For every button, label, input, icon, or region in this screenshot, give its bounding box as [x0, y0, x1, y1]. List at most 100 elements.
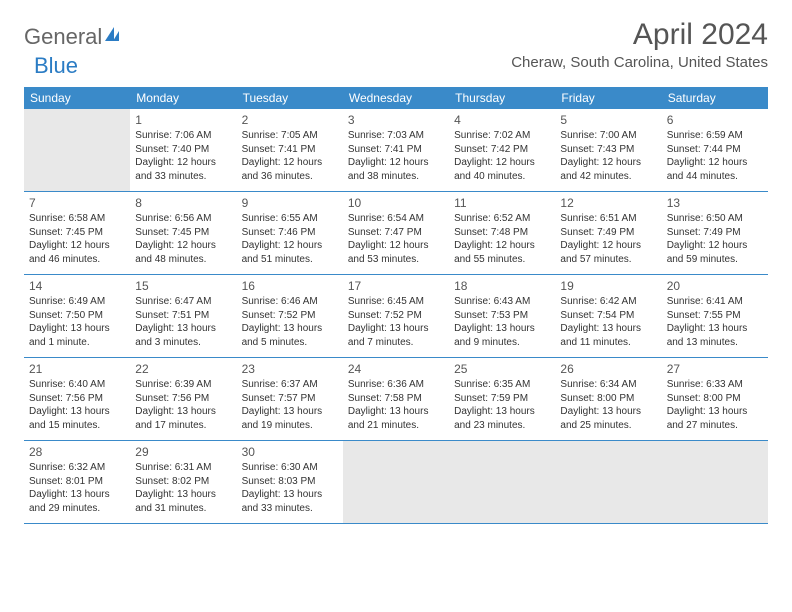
sunset-text: Sunset: 7:58 PM [348, 392, 444, 406]
calendar-day-cell [24, 109, 130, 191]
calendar-day-cell: 12Sunrise: 6:51 AMSunset: 7:49 PMDayligh… [555, 192, 661, 274]
sunset-text: Sunset: 7:54 PM [560, 309, 656, 323]
calendar-day-cell: 27Sunrise: 6:33 AMSunset: 8:00 PMDayligh… [662, 358, 768, 440]
calendar-day-cell: 2Sunrise: 7:05 AMSunset: 7:41 PMDaylight… [237, 109, 343, 191]
day-number: 17 [348, 278, 444, 294]
calendar-week-row: 1Sunrise: 7:06 AMSunset: 7:40 PMDaylight… [24, 109, 768, 192]
day-number: 30 [242, 444, 338, 460]
sunrise-text: Sunrise: 6:41 AM [667, 295, 763, 309]
sunrise-text: Sunrise: 7:06 AM [135, 129, 231, 143]
day-number: 12 [560, 195, 656, 211]
calendar-day-cell: 9Sunrise: 6:55 AMSunset: 7:46 PMDaylight… [237, 192, 343, 274]
day-number: 2 [242, 112, 338, 128]
daylight-text: Daylight: 12 hours and 48 minutes. [135, 239, 231, 266]
calendar-day-cell: 30Sunrise: 6:30 AMSunset: 8:03 PMDayligh… [237, 441, 343, 523]
sunrise-text: Sunrise: 7:00 AM [560, 129, 656, 143]
sunset-text: Sunset: 7:42 PM [454, 143, 550, 157]
sunrise-text: Sunrise: 6:35 AM [454, 378, 550, 392]
sunset-text: Sunset: 7:52 PM [348, 309, 444, 323]
sunset-text: Sunset: 7:40 PM [135, 143, 231, 157]
sunset-text: Sunset: 8:00 PM [560, 392, 656, 406]
calendar-body: 1Sunrise: 7:06 AMSunset: 7:40 PMDaylight… [24, 109, 768, 524]
daylight-text: Daylight: 13 hours and 27 minutes. [667, 405, 763, 432]
calendar-day-cell: 4Sunrise: 7:02 AMSunset: 7:42 PMDaylight… [449, 109, 555, 191]
sunset-text: Sunset: 7:49 PM [560, 226, 656, 240]
calendar-day-cell: 28Sunrise: 6:32 AMSunset: 8:01 PMDayligh… [24, 441, 130, 523]
sunrise-text: Sunrise: 6:51 AM [560, 212, 656, 226]
calendar-day-cell: 22Sunrise: 6:39 AMSunset: 7:56 PMDayligh… [130, 358, 236, 440]
day-number: 14 [29, 278, 125, 294]
sunrise-text: Sunrise: 6:39 AM [135, 378, 231, 392]
day-number: 26 [560, 361, 656, 377]
sunset-text: Sunset: 7:56 PM [29, 392, 125, 406]
sunrise-text: Sunrise: 6:58 AM [29, 212, 125, 226]
calendar-day-cell: 10Sunrise: 6:54 AMSunset: 7:47 PMDayligh… [343, 192, 449, 274]
sunset-text: Sunset: 7:59 PM [454, 392, 550, 406]
daylight-text: Daylight: 13 hours and 19 minutes. [242, 405, 338, 432]
calendar-day-cell: 20Sunrise: 6:41 AMSunset: 7:55 PMDayligh… [662, 275, 768, 357]
calendar-day-cell: 8Sunrise: 6:56 AMSunset: 7:45 PMDaylight… [130, 192, 236, 274]
weekday-header: Friday [555, 87, 661, 109]
sunset-text: Sunset: 7:55 PM [667, 309, 763, 323]
daylight-text: Daylight: 13 hours and 13 minutes. [667, 322, 763, 349]
daylight-text: Daylight: 13 hours and 11 minutes. [560, 322, 656, 349]
weekday-header-row: SundayMondayTuesdayWednesdayThursdayFrid… [24, 87, 768, 109]
daylight-text: Daylight: 12 hours and 38 minutes. [348, 156, 444, 183]
sunset-text: Sunset: 7:53 PM [454, 309, 550, 323]
day-number: 18 [454, 278, 550, 294]
daylight-text: Daylight: 13 hours and 25 minutes. [560, 405, 656, 432]
daylight-text: Daylight: 13 hours and 7 minutes. [348, 322, 444, 349]
daylight-text: Daylight: 13 hours and 17 minutes. [135, 405, 231, 432]
sunset-text: Sunset: 7:43 PM [560, 143, 656, 157]
sunset-text: Sunset: 7:47 PM [348, 226, 444, 240]
weekday-header: Monday [130, 87, 236, 109]
daylight-text: Daylight: 12 hours and 53 minutes. [348, 239, 444, 266]
sunrise-text: Sunrise: 6:52 AM [454, 212, 550, 226]
daylight-text: Daylight: 13 hours and 33 minutes. [242, 488, 338, 515]
calendar-day-cell: 23Sunrise: 6:37 AMSunset: 7:57 PMDayligh… [237, 358, 343, 440]
daylight-text: Daylight: 13 hours and 23 minutes. [454, 405, 550, 432]
calendar-day-cell: 1Sunrise: 7:06 AMSunset: 7:40 PMDaylight… [130, 109, 236, 191]
day-number: 13 [667, 195, 763, 211]
sunset-text: Sunset: 8:02 PM [135, 475, 231, 489]
daylight-text: Daylight: 12 hours and 42 minutes. [560, 156, 656, 183]
calendar-day-cell: 18Sunrise: 6:43 AMSunset: 7:53 PMDayligh… [449, 275, 555, 357]
sunrise-text: Sunrise: 6:30 AM [242, 461, 338, 475]
calendar: SundayMondayTuesdayWednesdayThursdayFrid… [24, 87, 768, 524]
day-number: 16 [242, 278, 338, 294]
sunrise-text: Sunrise: 6:33 AM [667, 378, 763, 392]
sunset-text: Sunset: 7:45 PM [135, 226, 231, 240]
weekday-header: Wednesday [343, 87, 449, 109]
calendar-week-row: 21Sunrise: 6:40 AMSunset: 7:56 PMDayligh… [24, 358, 768, 441]
day-number: 8 [135, 195, 231, 211]
calendar-day-cell: 29Sunrise: 6:31 AMSunset: 8:02 PMDayligh… [130, 441, 236, 523]
sunset-text: Sunset: 7:52 PM [242, 309, 338, 323]
daylight-text: Daylight: 13 hours and 5 minutes. [242, 322, 338, 349]
sunrise-text: Sunrise: 6:36 AM [348, 378, 444, 392]
daylight-text: Daylight: 12 hours and 51 minutes. [242, 239, 338, 266]
weekday-header: Sunday [24, 87, 130, 109]
day-number: 24 [348, 361, 444, 377]
sunrise-text: Sunrise: 6:50 AM [667, 212, 763, 226]
sunrise-text: Sunrise: 6:43 AM [454, 295, 550, 309]
sunrise-text: Sunrise: 6:49 AM [29, 295, 125, 309]
day-number: 28 [29, 444, 125, 460]
daylight-text: Daylight: 12 hours and 46 minutes. [29, 239, 125, 266]
daylight-text: Daylight: 13 hours and 31 minutes. [135, 488, 231, 515]
sunrise-text: Sunrise: 6:47 AM [135, 295, 231, 309]
sunset-text: Sunset: 7:57 PM [242, 392, 338, 406]
calendar-day-cell: 17Sunrise: 6:45 AMSunset: 7:52 PMDayligh… [343, 275, 449, 357]
calendar-day-cell: 16Sunrise: 6:46 AMSunset: 7:52 PMDayligh… [237, 275, 343, 357]
calendar-day-cell: 25Sunrise: 6:35 AMSunset: 7:59 PMDayligh… [449, 358, 555, 440]
day-number: 5 [560, 112, 656, 128]
calendar-week-row: 14Sunrise: 6:49 AMSunset: 7:50 PMDayligh… [24, 275, 768, 358]
calendar-week-row: 7Sunrise: 6:58 AMSunset: 7:45 PMDaylight… [24, 192, 768, 275]
daylight-text: Daylight: 12 hours and 44 minutes. [667, 156, 763, 183]
sunset-text: Sunset: 7:44 PM [667, 143, 763, 157]
sunset-text: Sunset: 7:56 PM [135, 392, 231, 406]
calendar-day-cell: 24Sunrise: 6:36 AMSunset: 7:58 PMDayligh… [343, 358, 449, 440]
sunrise-text: Sunrise: 6:37 AM [242, 378, 338, 392]
sunrise-text: Sunrise: 7:05 AM [242, 129, 338, 143]
calendar-day-cell: 3Sunrise: 7:03 AMSunset: 7:41 PMDaylight… [343, 109, 449, 191]
calendar-day-cell: 14Sunrise: 6:49 AMSunset: 7:50 PMDayligh… [24, 275, 130, 357]
